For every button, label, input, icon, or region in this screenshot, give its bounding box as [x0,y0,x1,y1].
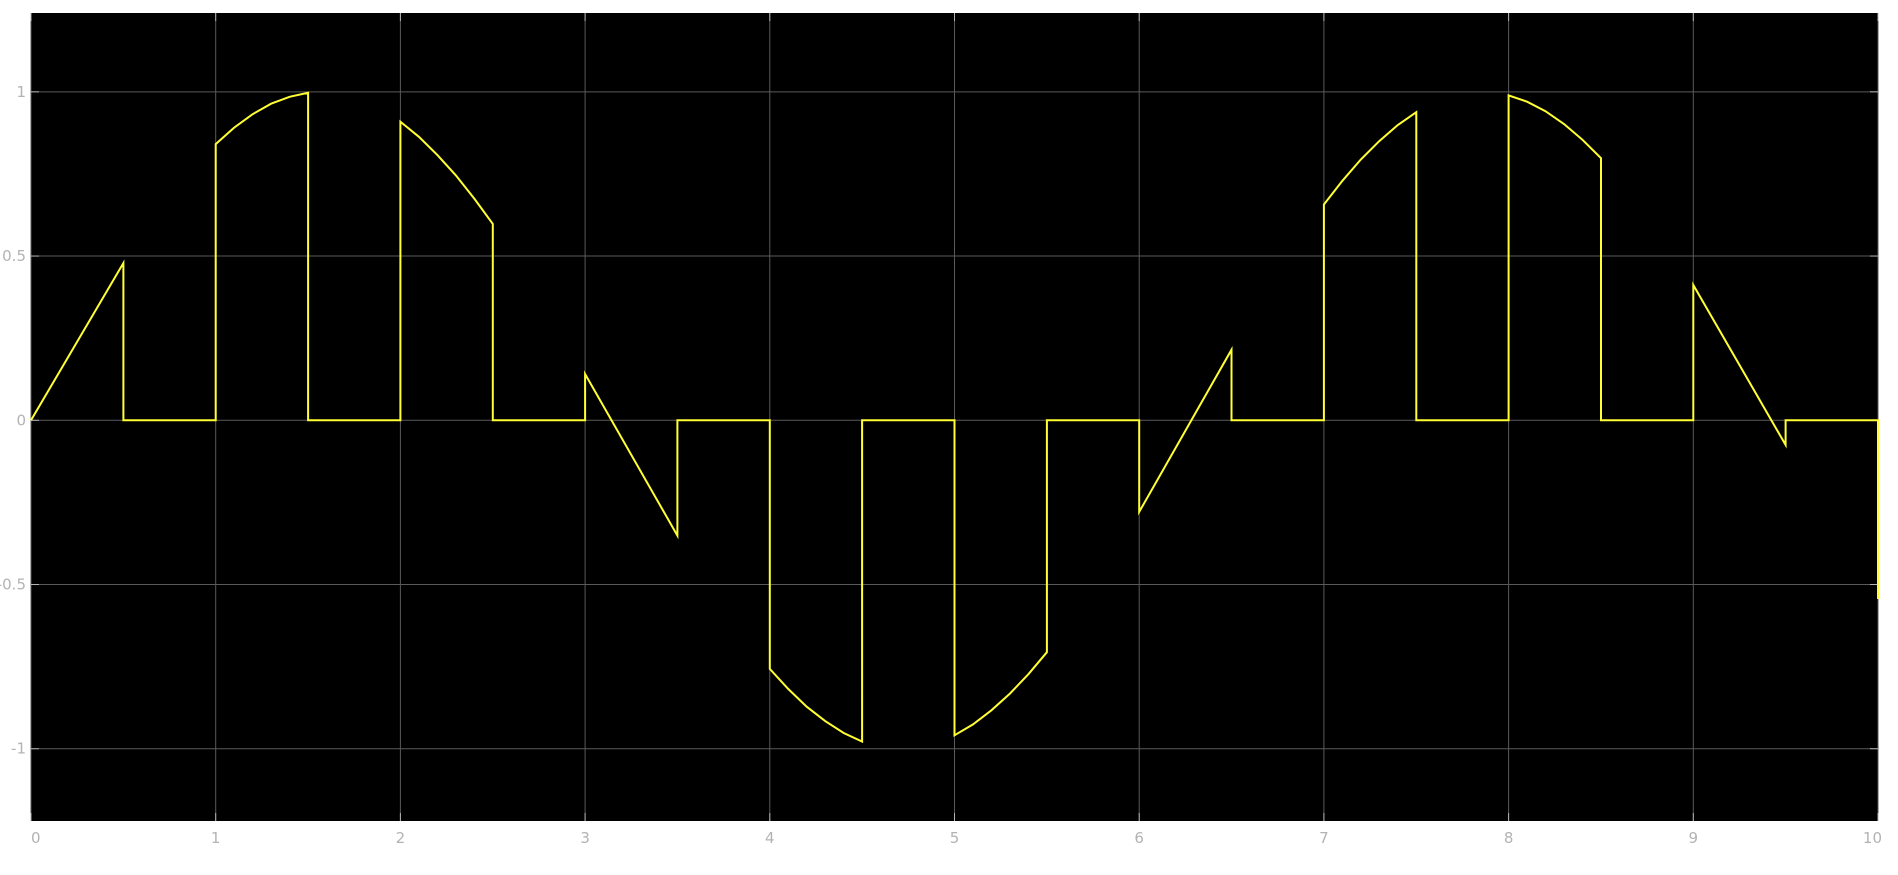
signal-series [30,91,1879,744]
x-tick-label: 3 [580,829,590,847]
x-tick-label: 6 [1134,829,1144,847]
x-tick-label: 2 [396,829,406,847]
x-tick-label: 5 [950,829,960,847]
x-tick-label: 1 [211,829,221,847]
tick-labels: 0 1 2 3 4 5 6 7 8 9 10 1 0.5 0 -0.5 -1 [0,83,1882,847]
series-line [30,91,1879,744]
y-tick-label: 1 [16,83,26,101]
x-tick-label: 7 [1319,829,1329,847]
x-tick-label: 4 [765,829,775,847]
y-tick-label: 0.5 [2,247,26,265]
y-tick-label: -1 [11,740,26,758]
x-tick-label: 9 [1689,829,1699,847]
y-tick-label: 0 [16,411,26,429]
y-tick-label: -0.5 [0,576,26,594]
x-tick-label: 10 [1863,829,1882,847]
x-tick-label: 0 [31,829,41,847]
x-tick-label: 8 [1504,829,1514,847]
